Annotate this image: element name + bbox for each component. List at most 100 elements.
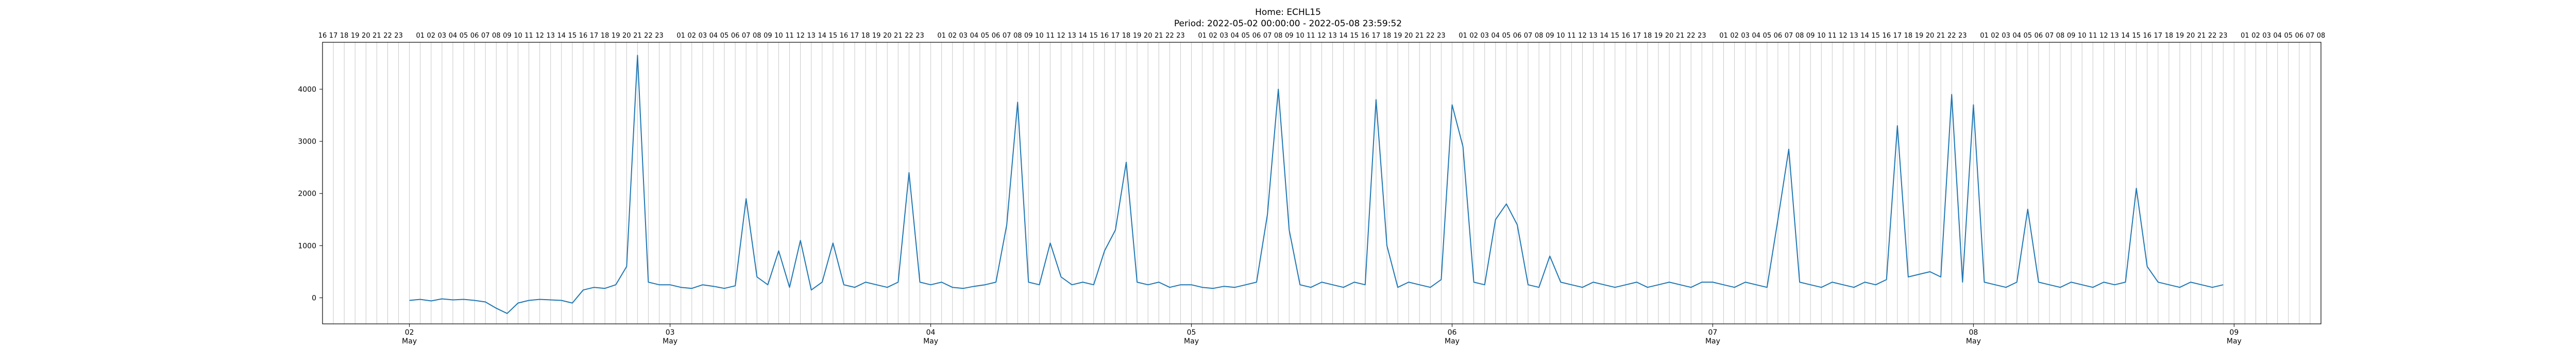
x-tick-label-month: May [1705, 337, 1720, 346]
series-line [409, 55, 2224, 314]
hour-tick-label: 08 [1013, 32, 1022, 40]
hour-tick-label: 11 [1307, 32, 1315, 40]
x-tick-label-day: 09 [2229, 329, 2239, 337]
hour-tick-label: 05 [1242, 32, 1250, 40]
hour-tick-label: 08 [492, 32, 501, 40]
hour-tick-label: 23 [394, 32, 403, 40]
hour-tick-label: 06 [992, 32, 1001, 40]
hour-tick-label: 22 [383, 32, 392, 40]
hour-tick-label: 10 [774, 32, 783, 40]
hour-tick-label: 02 [687, 32, 696, 40]
hour-tick-label: 07 [2306, 32, 2315, 40]
hour-tick-label: 14 [1339, 32, 1348, 40]
hour-tick-label: 17 [329, 32, 338, 40]
hour-tick-label: 23 [916, 32, 924, 40]
hour-tick-label: 09 [1024, 32, 1033, 40]
hour-tick-label: 02 [427, 32, 436, 40]
hour-tick-label: 16 [1100, 32, 1109, 40]
hour-tick-label: 23 [655, 32, 664, 40]
hour-tick-label: 14 [818, 32, 826, 40]
hour-tick-label: 21 [633, 32, 642, 40]
hour-tick-label: 20 [1926, 32, 1935, 40]
hour-tick-label: 19 [1654, 32, 1663, 40]
x-tick-label-day: 02 [405, 329, 414, 337]
y-tick-label: 1000 [298, 242, 316, 250]
hour-tick-labels: 16 17 18 19 20 21 22 23 01 02 03 04 05 06 07 08 09 10 11 12… [318, 32, 2326, 40]
hour-tick-label: 18 [1904, 32, 1913, 40]
hour-tick-label: 06 [1252, 32, 1261, 40]
hour-tick-label: 04 [2273, 32, 2282, 40]
hour-tick-label: 01 [1980, 32, 1989, 40]
hour-tick-label: 06 [470, 32, 479, 40]
hour-tick-label: 13 [2110, 32, 2119, 40]
hour-tick-label: 07 [481, 32, 490, 40]
plot-frame [322, 42, 2321, 324]
hour-tick-label: 17 [1633, 32, 1641, 40]
hour-tick-label: 15 [1350, 32, 1359, 40]
x-tick-label-month: May [1445, 337, 1460, 346]
x-tick-label-day: 04 [926, 329, 936, 337]
hour-tick-label: 06 [1774, 32, 1783, 40]
hour-tick-label: 07 [1003, 32, 1011, 40]
hour-tick-label: 08 [753, 32, 761, 40]
hour-tick-label: 10 [1035, 32, 1044, 40]
hour-tick-label: 18 [601, 32, 609, 40]
hour-tick-label: 03 [1480, 32, 1489, 40]
x-tick-label-day: 06 [1448, 329, 1457, 337]
hour-tick-label: 18 [2165, 32, 2174, 40]
x-tick-label-month: May [663, 337, 677, 346]
hour-tick-label: 07 [1263, 32, 1272, 40]
hour-tick-label: 08 [2056, 32, 2065, 40]
hour-tick-label: 02 [1991, 32, 1999, 40]
hour-tick-label: 05 [2284, 32, 2293, 40]
hour-tick-label: 12 [535, 32, 544, 40]
hour-tick-label: 08 [1535, 32, 1544, 40]
hour-tick-label: 03 [1219, 32, 1228, 40]
hour-tick-label: 23 [2219, 32, 2228, 40]
hour-tick-label: 23 [1437, 32, 1446, 40]
hour-tick-label: 05 [981, 32, 990, 40]
hour-tick-label: 20 [362, 32, 370, 40]
hour-tick-label: 11 [1046, 32, 1055, 40]
hour-tick-label: 02 [1469, 32, 1478, 40]
hour-tick-label: 23 [1698, 32, 1706, 40]
hour-tick-label: 03 [699, 32, 707, 40]
hour-tick-label: 06 [1513, 32, 1522, 40]
hour-tick-label: 16 [1622, 32, 1631, 40]
hour-tick-label: 17 [1372, 32, 1381, 40]
hour-tick-label: 11 [1567, 32, 1576, 40]
hour-tick-label: 04 [449, 32, 457, 40]
hour-tick-label: 20 [2187, 32, 2195, 40]
y-tick-label: 4000 [298, 86, 316, 94]
hour-tick-label: 08 [1795, 32, 1804, 40]
hour-tick-label: 04 [1492, 32, 1500, 40]
hour-tick-label: 21 [1155, 32, 1163, 40]
hour-tick-label: 20 [1404, 32, 1413, 40]
hour-tick-label: 09 [1285, 32, 1294, 40]
hour-tick-label: 21 [2197, 32, 2206, 40]
hour-tick-label: 15 [568, 32, 577, 40]
x-tick-label-day: 07 [1708, 329, 1718, 337]
hour-tick-label: 14 [557, 32, 566, 40]
hour-tick-label: 19 [872, 32, 881, 40]
hour-tick-label: 12 [1578, 32, 1587, 40]
hour-tick-label: 18 [1383, 32, 1392, 40]
hour-tick-label: 16 [840, 32, 849, 40]
hour-tick-label: 11 [524, 32, 533, 40]
hour-tick-label: 11 [1828, 32, 1837, 40]
hour-tick-label: 14 [2121, 32, 2130, 40]
hour-tick-label: 21 [894, 32, 903, 40]
hour-tick-label: 07 [1524, 32, 1533, 40]
hour-tick-label: 13 [1850, 32, 1858, 40]
hour-tick-label: 10 [1296, 32, 1304, 40]
hour-tick-label: 05 [1763, 32, 1772, 40]
hour-tick-label: 20 [622, 32, 631, 40]
hour-tick-label: 19 [612, 32, 620, 40]
hour-tick-label: 17 [851, 32, 859, 40]
hour-tick-label: 15 [1090, 32, 1098, 40]
hour-tick-label: 12 [1317, 32, 1326, 40]
hour-tick-label: 01 [1198, 32, 1207, 40]
x-tick-label-month: May [2227, 337, 2242, 346]
hour-tick-label: 18 [1643, 32, 1652, 40]
